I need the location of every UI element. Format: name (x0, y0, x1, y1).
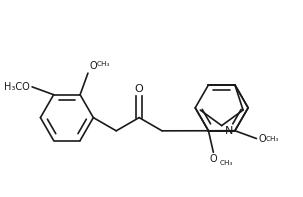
Text: H₃CO: H₃CO (4, 82, 30, 92)
Text: CH₃: CH₃ (219, 160, 233, 166)
Text: O: O (210, 154, 217, 164)
Text: O: O (90, 61, 98, 71)
Text: CH₃: CH₃ (97, 61, 110, 67)
Text: CH₃: CH₃ (265, 136, 279, 142)
Text: N: N (225, 126, 233, 136)
Text: O: O (258, 134, 266, 144)
Text: O: O (135, 84, 144, 94)
